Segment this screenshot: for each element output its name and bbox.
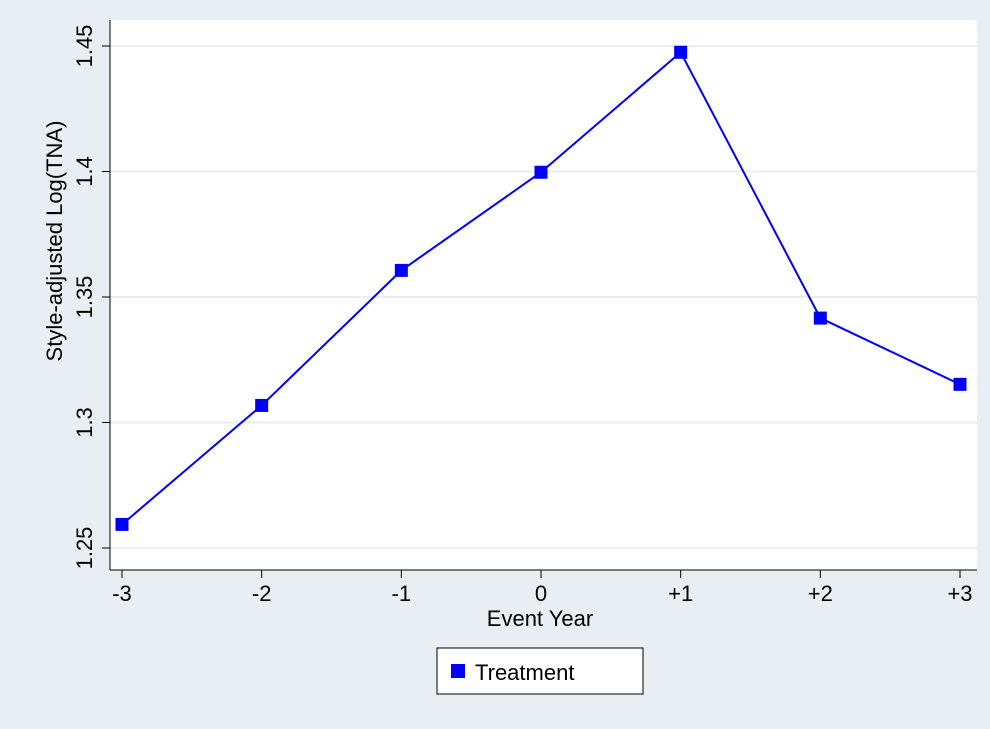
data-point: [255, 398, 269, 412]
series-layer: [115, 45, 967, 531]
data-point: [813, 311, 827, 325]
y-axis-title: Style-adjusted Log(TNA): [42, 121, 67, 362]
x-tick-label: +3: [947, 581, 972, 606]
data-point: [115, 517, 129, 531]
y-tick-label: 1.3: [72, 407, 97, 438]
x-tick-label: 0: [535, 581, 547, 606]
x-axis-title: Event Year: [487, 606, 593, 631]
y-tick-label: 1.4: [72, 156, 97, 187]
axes: 1.25 1.3 1.35 1.4 1.45 -3 -2 -1 0 +1 +2 +3: [72, 20, 977, 606]
legend-box: [436, 647, 644, 695]
y-tick-label: 1.25: [72, 527, 97, 570]
plot-area: [110, 20, 977, 570]
data-point: [534, 165, 548, 179]
data-point: [394, 263, 408, 277]
legend-swatch: [451, 664, 465, 678]
legend-label: Treatment: [475, 660, 574, 685]
y-tick-label: 1.35: [72, 276, 97, 319]
y-tick-label: 1.45: [72, 25, 97, 68]
data-point: [674, 45, 688, 59]
x-tick-label: -1: [392, 581, 412, 606]
x-tick-label: +2: [808, 581, 833, 606]
x-tick-label: +1: [668, 581, 693, 606]
legend: Treatment: [436, 647, 644, 695]
data-point: [953, 377, 967, 391]
x-tick-label: -2: [252, 581, 272, 606]
x-tick-label: -3: [112, 581, 132, 606]
